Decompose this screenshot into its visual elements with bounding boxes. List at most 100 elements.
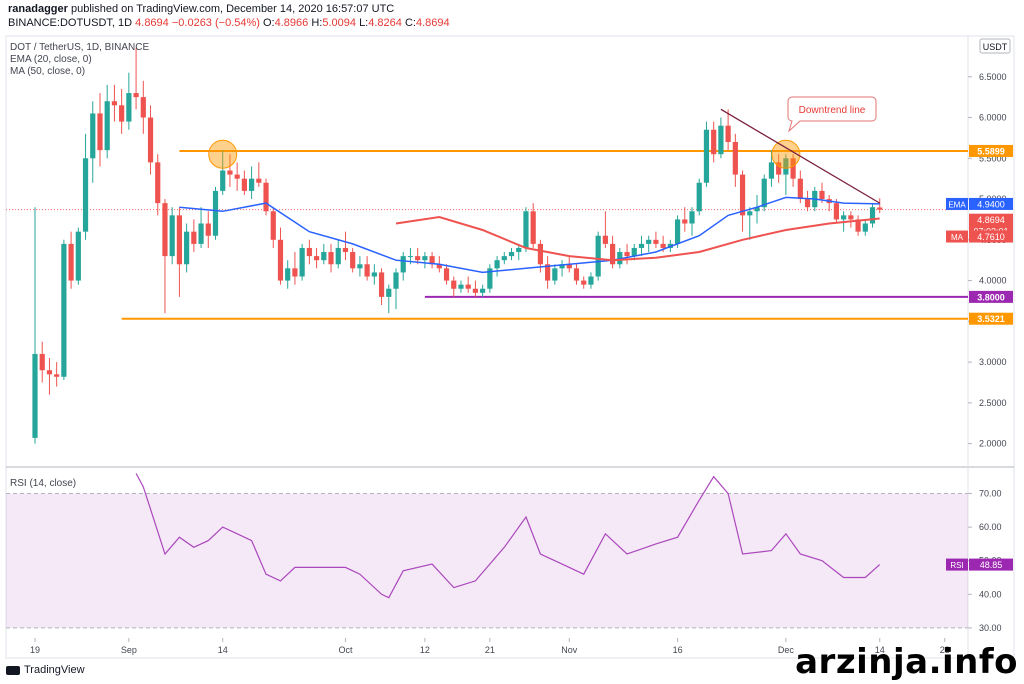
candle-body	[147, 117, 154, 163]
candle	[545, 256, 551, 289]
candle	[321, 243, 327, 265]
tradingview-logo[interactable]: TradingView	[6, 664, 85, 676]
candle-body	[545, 264, 551, 281]
candle-body	[739, 174, 746, 216]
candle-body	[711, 129, 717, 155]
candle	[869, 203, 876, 228]
candle-body	[819, 190, 825, 200]
candle-body	[624, 252, 630, 257]
candle	[689, 207, 695, 236]
rsi-value-box	[969, 558, 1013, 571]
candle-body	[90, 113, 96, 159]
candle-body	[39, 353, 45, 371]
candle-body	[241, 178, 247, 191]
candle-body	[249, 178, 255, 191]
price-value: 4.8694	[135, 17, 169, 29]
candle-body	[263, 182, 269, 212]
candle-body	[732, 141, 738, 175]
candle-body	[205, 223, 211, 236]
high-label: H:	[311, 17, 323, 29]
candle-body	[32, 353, 38, 438]
candle-body	[97, 113, 103, 151]
candle-body	[610, 243, 616, 265]
candle	[855, 215, 861, 236]
candle	[631, 243, 637, 261]
close-label: C:	[404, 17, 416, 29]
currency-box: USDT	[979, 38, 1011, 54]
x-tick-label: 16	[673, 645, 683, 655]
rsi-tick-label: 70.00	[979, 489, 1002, 499]
tradingview-logo-icon	[6, 665, 20, 675]
candle-body	[321, 252, 327, 261]
low-label: L:	[359, 17, 369, 29]
ma-tag-box	[946, 230, 968, 243]
candle-body	[234, 174, 240, 179]
candle	[90, 101, 96, 183]
candle	[783, 154, 789, 195]
highlight-circle	[771, 139, 801, 169]
candle-body	[768, 162, 775, 179]
ma-value-text: 4.7610	[977, 232, 1005, 242]
candle	[862, 219, 868, 236]
candle	[833, 199, 840, 224]
callout-bubble	[787, 96, 877, 133]
candle	[595, 231, 601, 281]
candle-body	[285, 268, 291, 281]
candle-body	[573, 268, 580, 281]
candle-body	[133, 93, 139, 98]
candle-body	[54, 374, 60, 377]
rsi-tick-label: 30.00	[979, 623, 1002, 633]
candle	[32, 207, 38, 444]
candle	[54, 362, 60, 387]
candle	[523, 207, 529, 253]
chart-frame	[5, 35, 1015, 659]
candle-body	[104, 101, 110, 151]
x-tick-label: 23	[940, 645, 950, 655]
main-legend: DOT / TetherUS, 1D, BINANCE EMA (20, clo…	[10, 42, 149, 78]
watermark: arzinja.info	[795, 642, 1018, 682]
candle	[602, 211, 608, 248]
candle-body	[277, 239, 284, 281]
candle	[610, 235, 616, 269]
candle	[624, 243, 630, 265]
candle-body	[638, 243, 645, 248]
low-value: 4.8264	[368, 17, 402, 29]
candle-body	[443, 268, 450, 281]
candle	[350, 247, 356, 273]
candle-body	[82, 158, 89, 232]
candle-body	[371, 272, 377, 277]
candle	[220, 150, 226, 195]
candle	[342, 231, 349, 261]
candle-body	[682, 219, 688, 224]
candle-body	[804, 199, 811, 208]
candle	[472, 280, 479, 297]
candle-body	[184, 231, 190, 265]
candle-body	[841, 215, 847, 220]
candle-body	[292, 268, 298, 277]
candle-body	[458, 284, 464, 289]
level-label: 3.8000	[977, 292, 1005, 302]
symbol-info: BINANCE:DOTUSDT, 1D	[8, 17, 133, 29]
candle-body	[465, 284, 471, 289]
candle	[227, 154, 233, 187]
candle	[682, 207, 688, 232]
x-tick-label: 12	[420, 645, 430, 655]
candle-body	[674, 219, 681, 244]
ma-legend: MA (50, close, 0)	[10, 66, 86, 77]
candle	[581, 276, 587, 289]
candle	[234, 162, 240, 191]
rsi-legend: RSI (14, close)	[10, 478, 76, 490]
y-tick-label: 3.0000	[979, 357, 1007, 367]
candle-body	[646, 239, 652, 244]
candle-body	[400, 256, 406, 273]
candle-body	[61, 243, 67, 377]
price-change: −0.0263 (−0.54%)	[171, 17, 260, 29]
candle-body	[877, 207, 883, 210]
callout-text: Downtrend line	[799, 105, 866, 116]
candle	[299, 243, 305, 281]
candle	[732, 133, 738, 187]
candle	[487, 264, 493, 293]
candle	[696, 178, 702, 216]
candle	[61, 239, 67, 381]
